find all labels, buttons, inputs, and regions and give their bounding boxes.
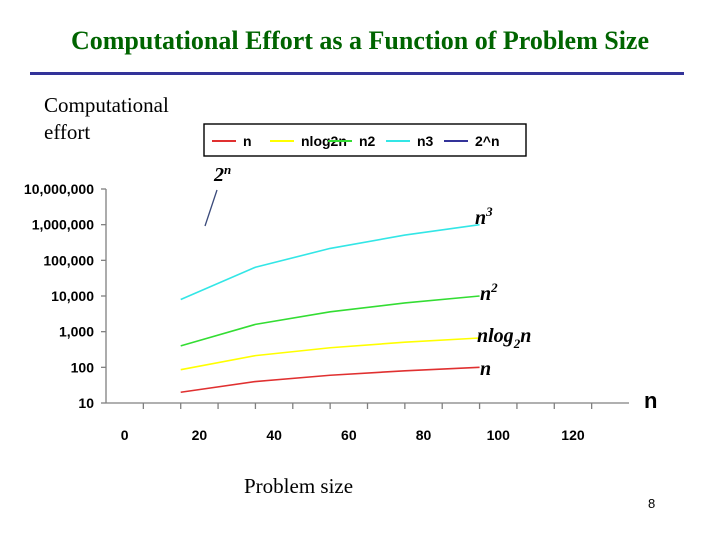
page-number: 8 xyxy=(648,496,656,511)
title-underline xyxy=(30,72,684,75)
chart-ticks: 10 100 1,000 10,000 100,000 1,000,000 10,000,0… xyxy=(24,181,593,443)
y-tick-label: 10,000 xyxy=(51,288,94,304)
legend-label: n xyxy=(243,133,252,149)
annotation-n2: n2 xyxy=(480,280,498,305)
legend-label: n3 xyxy=(417,133,434,149)
two-n-pointer-line xyxy=(204,189,218,227)
x-tick-label: 40 xyxy=(266,427,282,443)
legend-label: nlog2n xyxy=(301,133,347,149)
x-tick-label: 100 xyxy=(487,427,511,443)
chart-series xyxy=(180,223,480,394)
y-axis-caption: Computational effort xyxy=(44,93,169,144)
legend: n nlog2n n2 n3 2^n xyxy=(203,123,527,157)
y-tick-label: 100 xyxy=(71,359,95,375)
y-tick-label: 1,000,000 xyxy=(32,217,94,233)
series-line-nlog2n xyxy=(180,337,480,371)
annotation-n: n xyxy=(480,358,491,380)
y-tick-label: 100,000 xyxy=(43,252,94,268)
x-tick-label: 0 xyxy=(121,427,129,443)
legend-label: 2^n xyxy=(475,133,500,149)
y-tick-label: 1,000 xyxy=(59,324,94,340)
chart-axes xyxy=(105,189,629,404)
x-tick-label: 60 xyxy=(341,427,357,443)
x-tick-label: 120 xyxy=(561,427,585,443)
x-tick-label: 80 xyxy=(416,427,432,443)
series-line-n3 xyxy=(180,223,480,301)
slide-title: Computational Effort as a Function of Pr… xyxy=(71,26,649,55)
annotation-nlog2n: nlog2n xyxy=(477,325,531,351)
y-tick-label: 10 xyxy=(78,395,94,411)
legend-label: n2 xyxy=(359,133,376,149)
legend-entries: n nlog2n n2 n3 2^n xyxy=(212,133,500,149)
series-line-n xyxy=(180,366,480,394)
series-line-n2 xyxy=(180,295,480,347)
x-axis-label: n xyxy=(644,388,657,413)
x-tick-label: 20 xyxy=(192,427,208,443)
y-tick-label: 10,000,000 xyxy=(24,181,94,197)
annotation-n3: n3 xyxy=(475,204,493,229)
curve-annotations: 2n n3 n2 nlog2n n xyxy=(204,162,531,380)
x-axis-caption: Problem size xyxy=(244,474,354,498)
legend-box xyxy=(203,123,527,157)
annotation-2n: 2n xyxy=(213,162,231,186)
